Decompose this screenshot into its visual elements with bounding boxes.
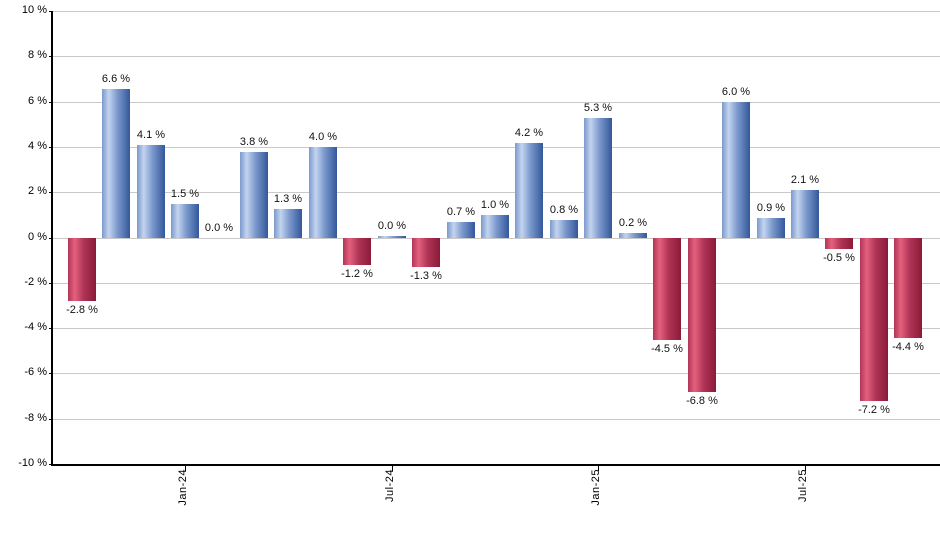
bar-apr-25[interactable] (688, 238, 716, 392)
y-axis-label: 4 % (28, 140, 47, 152)
gridline (53, 238, 940, 239)
x-axis-tick (805, 466, 806, 471)
bar-value-label: 5.3 % (583, 102, 613, 114)
bar-value-label: -2.8 % (66, 304, 98, 316)
y-axis-label: -2 % (24, 276, 47, 288)
x-axis-label: Jan-25 (590, 469, 602, 506)
x-axis-label: Jul-25 (797, 469, 809, 502)
bar-jan-24[interactable] (171, 204, 199, 238)
bar-may-24[interactable] (309, 147, 337, 238)
gridline (53, 56, 940, 57)
bar-nov-24[interactable] (515, 143, 543, 238)
y-axis-label: 8 % (28, 49, 47, 61)
x-axis-tick (392, 466, 393, 471)
bar-oct-24[interactable] (481, 215, 509, 238)
bar-value-label: 1.0 % (480, 199, 510, 211)
bar-value-label: 4.1 % (136, 129, 166, 141)
bar-value-label: 3.8 % (239, 136, 269, 148)
bar-nov-23[interactable] (102, 89, 130, 238)
y-axis-label: 10 % (21, 4, 47, 16)
y-axis-label: -10 % (18, 457, 47, 469)
bar-value-label: 2.1 % (790, 174, 820, 186)
y-axis-label: -8 % (24, 412, 47, 424)
bar-value-label: 0.8 % (549, 204, 579, 216)
x-axis-label: Jul-24 (384, 469, 396, 502)
bar-value-label: 6.0 % (721, 86, 751, 98)
x-axis-tick (598, 466, 599, 471)
bar-value-label: 0.9 % (756, 202, 786, 214)
bar-value-label: 4.0 % (308, 131, 338, 143)
bar-value-label: 0.0 % (377, 220, 407, 232)
y-axis-label: 6 % (28, 95, 47, 107)
bar-value-label: -4.4 % (892, 341, 924, 353)
bar-value-label: 4.2 % (514, 127, 544, 139)
gridline (53, 192, 940, 193)
gridline (53, 419, 940, 420)
bar-jan-25[interactable] (584, 118, 612, 238)
gridline (53, 102, 940, 103)
bar-jul-25[interactable] (791, 190, 819, 238)
bar-apr-24[interactable] (274, 209, 302, 238)
y-axis-line (51, 11, 53, 466)
gridline (53, 11, 940, 12)
bar-value-label: -4.5 % (651, 343, 683, 355)
bar-dec-24[interactable] (550, 220, 578, 238)
gridline (53, 328, 940, 329)
x-axis-line (51, 464, 940, 466)
bar-value-label: 1.3 % (273, 193, 303, 205)
bar-oct-23[interactable] (68, 238, 96, 301)
y-axis-label: 2 % (28, 185, 47, 197)
bar-mar-25[interactable] (653, 238, 681, 340)
bar-sep-25[interactable] (860, 238, 888, 401)
bar-value-label: 0.7 % (446, 206, 476, 218)
bar-aug-25[interactable] (825, 238, 853, 249)
x-axis-tick (185, 466, 186, 471)
bar-dec-23[interactable] (137, 145, 165, 238)
bar-value-label: -7.2 % (858, 404, 890, 416)
bar-value-label: 1.5 % (170, 188, 200, 200)
bar-value-label: 0.2 % (618, 217, 648, 229)
bar-value-label: -1.3 % (410, 270, 442, 282)
gridline (53, 147, 940, 148)
gridline (53, 283, 940, 284)
y-axis-label: 0 % (28, 231, 47, 243)
bar-value-label: 6.6 % (101, 73, 131, 85)
bar-jul-24[interactable] (378, 236, 406, 238)
bar-sep-24[interactable] (447, 222, 475, 238)
bar-mar-24[interactable] (240, 152, 268, 238)
bar-value-label: -1.2 % (341, 268, 373, 280)
bar-feb-25[interactable] (619, 233, 647, 238)
gridline (53, 373, 940, 374)
bar-may-25[interactable] (722, 102, 750, 238)
bar-oct-25[interactable] (894, 238, 922, 338)
bar-jun-24[interactable] (343, 238, 371, 265)
bar-value-label: 0.0 % (204, 222, 234, 234)
bar-jun-25[interactable] (757, 218, 785, 238)
x-axis-label: Jan-24 (177, 469, 189, 506)
y-axis-label: -6 % (24, 366, 47, 378)
bar-value-label: -6.8 % (686, 395, 718, 407)
bar-value-label: -0.5 % (823, 252, 855, 264)
bar-aug-24[interactable] (412, 238, 440, 267)
y-axis-label: -4 % (24, 321, 47, 333)
